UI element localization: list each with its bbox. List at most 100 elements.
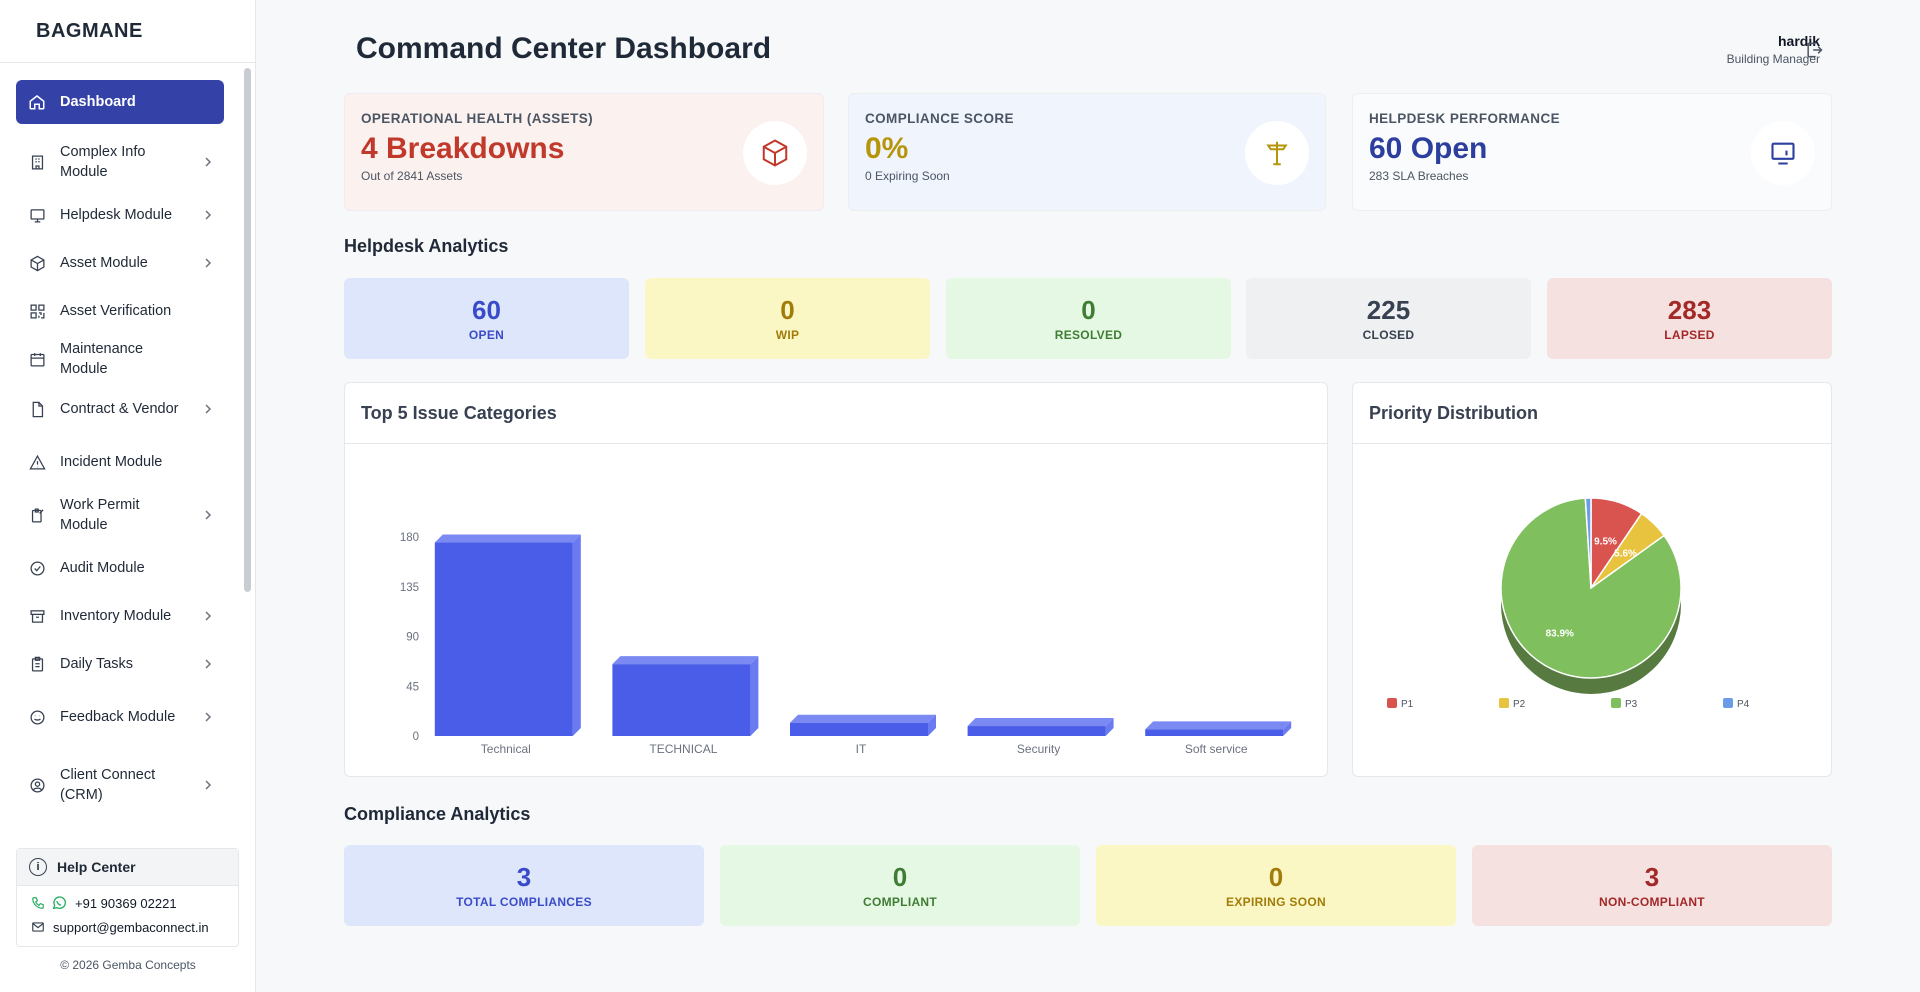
- user-name: hardik: [1777, 33, 1820, 49]
- x-tick-label: Technical: [481, 742, 531, 756]
- sidebar-item-helpdesk[interactable]: Helpdesk Module: [16, 195, 224, 235]
- stat-label: CLOSED: [1362, 328, 1415, 342]
- helpdesk-analytics-title: Helpdesk Analytics: [344, 236, 509, 256]
- legend-item-p1[interactable]: P1: [1387, 698, 1414, 710]
- sidebar-item-asset-verification[interactable]: Asset Verification: [16, 291, 224, 331]
- brand-logo[interactable]: BAGMANE: [0, 0, 255, 63]
- logout-icon[interactable]: [1804, 40, 1824, 60]
- stat-resolved[interactable]: 0 RESOLVED: [946, 278, 1231, 359]
- file-icon: [28, 400, 46, 418]
- sidebar-item-label: Inventory Module: [60, 608, 172, 624]
- sidebar-item-label: Feedback Module: [60, 709, 176, 725]
- legend-label: P4: [1737, 699, 1750, 710]
- chevron-right-icon: [205, 659, 212, 669]
- pie-slice-p4[interactable]: [1584, 497, 1592, 589]
- stat-compliant[interactable]: 0 COMPLIANT: [720, 845, 1080, 926]
- stat-label: EXPIRING SOON: [1226, 895, 1326, 909]
- sidebar: BAGMANE Dashboard Complex Info Module He…: [0, 0, 256, 992]
- pie-slice-p3[interactable]: [1500, 497, 1682, 679]
- x-tick-label: Security: [1017, 742, 1060, 756]
- stat-value: 0: [892, 862, 908, 892]
- legend-item-p2[interactable]: P2: [1499, 698, 1526, 710]
- clipboard-icon: [28, 506, 46, 524]
- kpi-subtext: 0 Expiring Soon: [865, 169, 950, 183]
- bar[interactable]: [434, 534, 581, 736]
- bar-front: [967, 726, 1106, 736]
- help-center-card: i Help Center +91 90369 02221 support@ge…: [16, 848, 239, 947]
- sidebar-item-work-permit[interactable]: Work Permit Module: [16, 493, 224, 537]
- sidebar-item-contract-vendor[interactable]: Contract & Vendor: [16, 387, 224, 431]
- info-icon: i: [29, 858, 47, 876]
- stat-total-compliances[interactable]: 3 TOTAL COMPLIANCES: [344, 845, 704, 926]
- kpi-title: HELPDESK PERFORMANCE: [1369, 111, 1561, 126]
- kpi-value: 60 Open: [1369, 132, 1488, 165]
- sidebar-item-label: Asset Module: [60, 255, 148, 271]
- chevron-right-icon: [205, 510, 212, 520]
- sidebar-item-daily-tasks[interactable]: Daily Tasks: [16, 644, 224, 684]
- sidebar-item-audit[interactable]: Audit Module: [16, 548, 224, 588]
- legend-item-p3[interactable]: P3: [1611, 698, 1638, 710]
- y-tick-label: 45: [406, 681, 419, 693]
- sidebar-item-asset[interactable]: Asset Module: [16, 243, 224, 283]
- top-issue-categories-panel: Top 5 Issue Categories 0 45 90 135 180 Techni…: [344, 382, 1328, 777]
- sidebar-item-dashboard[interactable]: Dashboard: [16, 80, 224, 124]
- help-center-title: Help Center: [57, 859, 136, 875]
- sidebar-item-incident[interactable]: Incident Module: [16, 442, 224, 482]
- stat-value: 225: [1366, 295, 1411, 325]
- sidebar-item-client-connect[interactable]: Client Connect (CRM): [16, 763, 224, 807]
- stat-label: TOTAL COMPLIANCES: [456, 895, 592, 909]
- legend-label: P1: [1401, 699, 1414, 710]
- stat-open[interactable]: 60 OPEN: [344, 278, 629, 359]
- chevron-right-icon: [205, 210, 212, 220]
- help-email[interactable]: support@gembaconnect.in: [17, 915, 238, 939]
- kpi-card-operational-health: OPERATIONAL HEALTH (ASSETS) 4 Breakdowns…: [344, 93, 824, 211]
- help-phone[interactable]: +91 90369 02221: [17, 891, 238, 915]
- stat-value: 0: [1268, 862, 1284, 892]
- legend-swatch: [1723, 698, 1733, 708]
- y-tick-label: 0: [413, 731, 419, 743]
- pie-data-label: 5.6%: [1614, 549, 1637, 560]
- y-tick-label: 135: [400, 582, 419, 594]
- help-center-header[interactable]: i Help Center: [17, 849, 238, 886]
- bar-front: [434, 542, 573, 736]
- stat-label: COMPLIANT: [862, 895, 938, 909]
- stat-lapsed[interactable]: 283 LAPSED: [1547, 278, 1832, 359]
- bar-top: [612, 656, 759, 665]
- sidebar-item-maintenance[interactable]: Maintenance Module: [16, 339, 224, 379]
- chevron-right-icon: [205, 404, 212, 414]
- sidebar-item-feedback[interactable]: Feedback Module: [16, 695, 224, 739]
- stat-label: RESOLVED: [1054, 328, 1123, 342]
- sidebar-item-inventory[interactable]: Inventory Module: [16, 596, 224, 636]
- help-email-address: support@gembaconnect.in: [53, 919, 209, 935]
- bar[interactable]: [612, 656, 759, 736]
- y-tick-label: 180: [400, 532, 419, 544]
- kpi-subtext: 283 SLA Breaches: [1369, 169, 1469, 183]
- page-title: Command Center Dashboard: [356, 32, 772, 65]
- stat-value: 3: [516, 862, 532, 892]
- sidebar-item-label: Contract & Vendor: [60, 401, 179, 417]
- building-icon: [28, 153, 46, 171]
- mail-icon: [32, 922, 44, 932]
- bar[interactable]: [1145, 721, 1292, 736]
- stat-expiring-soon[interactable]: 0 EXPIRING SOON: [1096, 845, 1456, 926]
- sidebar-item-complex-info[interactable]: Complex Info Module: [16, 140, 224, 184]
- stat-value: 0: [780, 295, 795, 325]
- legend-swatch: [1387, 698, 1397, 708]
- user-info: hardik Building Manager: [1727, 33, 1820, 66]
- sidebar-scrollbar[interactable]: [244, 68, 251, 592]
- bar-side: [928, 714, 936, 736]
- legend-item-p4[interactable]: P4: [1723, 698, 1750, 710]
- stat-non-compliant[interactable]: 3 NON-COMPLIANT: [1472, 845, 1832, 926]
- stat-closed[interactable]: 225 CLOSED: [1246, 278, 1531, 359]
- smile-icon: [28, 708, 46, 726]
- y-tick-label: 90: [406, 632, 419, 644]
- stat-value: 60: [472, 295, 501, 325]
- bar[interactable]: [790, 714, 936, 736]
- bar[interactable]: [967, 718, 1114, 736]
- priority-distribution-panel: Priority Distribution 9.5% 5.6% 83.9% P1 P2 P…: [1352, 382, 1832, 777]
- chevron-right-icon: [205, 712, 212, 722]
- bar-side: [1105, 718, 1114, 736]
- cube-icon: [743, 121, 807, 185]
- whatsapp-icon: [52, 896, 66, 910]
- stat-wip[interactable]: 0 WIP: [645, 278, 930, 359]
